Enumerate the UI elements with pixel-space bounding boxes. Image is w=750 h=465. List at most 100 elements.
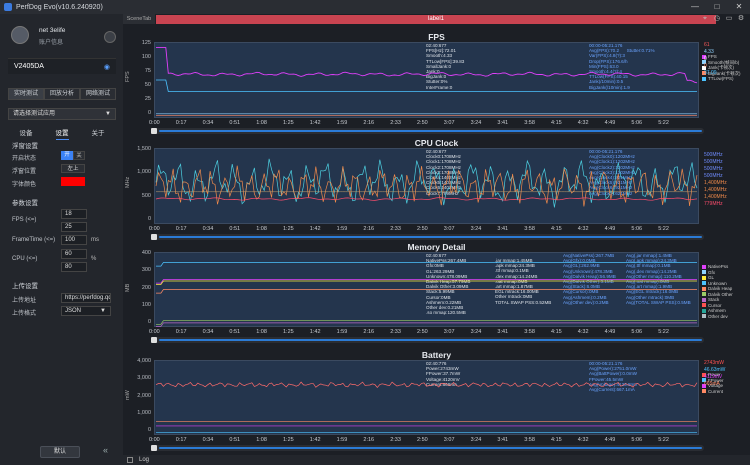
x-tick-label: 5:06 — [631, 437, 643, 443]
float-on-toggle[interactable]: 开 — [61, 151, 73, 160]
scroll-handle[interactable] — [151, 128, 157, 134]
x-tick-label: 0:17 — [175, 437, 187, 443]
window-icon[interactable]: ▭ — [725, 15, 733, 22]
scroll-handle[interactable] — [151, 445, 157, 451]
time-scrollbar[interactable] — [151, 337, 704, 343]
cpu-threshold-1[interactable]: 60 — [61, 249, 87, 259]
scroll-handle[interactable] — [151, 234, 157, 240]
x-tick-label: 3:41 — [497, 437, 509, 443]
location-icon[interactable]: ⌖ — [703, 15, 707, 22]
legend-label: Voltage — [708, 383, 724, 388]
x-tick-label: 1:42 — [309, 226, 321, 232]
legend-label: FPS — [708, 54, 717, 59]
window-title: PerfDog Evo(v10.6.240920) — [16, 3, 103, 11]
legend-item[interactable]: Unknown — [702, 281, 748, 287]
float-section-title: 浮窗设置 — [12, 143, 38, 150]
user-info[interactable]: net 3elife 账户信息 — [8, 20, 116, 50]
x-tick-label: 5:06 — [631, 329, 643, 335]
legend-item[interactable]: Ashmem — [702, 308, 748, 314]
scroll-handle[interactable] — [151, 337, 157, 343]
default-button[interactable]: 默认 — [40, 446, 80, 458]
sidebar: net 3elife 账户信息 V2405DA ◉ 实时测试 回放分析 网络测试… — [0, 14, 123, 465]
upload-addr-input[interactable]: https://perfdog.qq — [61, 293, 111, 303]
clock-icon[interactable]: ◷ — [713, 15, 721, 22]
tab-network-test[interactable]: 网络测试 — [80, 88, 116, 100]
legend-item[interactable]: Jank(卡顿次) — [702, 65, 748, 71]
plot-area[interactable] — [154, 360, 699, 435]
x-tick-label: 1:25 — [283, 437, 294, 443]
legend-item[interactable]: Cursor — [702, 303, 748, 309]
y-tick-label: 1,000 — [137, 409, 151, 416]
x-tick-label: 4:49 — [604, 329, 616, 335]
x-tick-label: 0:00 — [149, 226, 160, 232]
live-value: 500MHz — [704, 173, 723, 179]
app-select[interactable]: 请选择测试应用 ▼ — [8, 108, 116, 120]
legend-label: Smooth(帧间/b) — [708, 59, 740, 65]
log-toggle-icon[interactable] — [127, 457, 133, 463]
time-scrollbar[interactable] — [151, 128, 704, 134]
legend-item[interactable]: Dalvik Heap — [702, 286, 748, 292]
x-tick-label: 4:32 — [577, 329, 589, 335]
device-selector[interactable]: V2405DA ◉ — [8, 58, 116, 74]
x-tick-label: 5:22 — [658, 120, 669, 126]
tab-settings[interactable]: 设置 — [55, 128, 69, 140]
float-off-toggle[interactable]: 关 — [73, 151, 85, 160]
y-tick-label: 4,000 — [137, 358, 151, 364]
fps-threshold-2[interactable]: 25 — [61, 222, 87, 232]
double-chevron-left-icon[interactable]: « — [103, 445, 109, 455]
legend-item[interactable]: GL — [702, 275, 748, 281]
x-tick-label: 0:34 — [202, 329, 214, 335]
x-tick-label: 1:42 — [309, 120, 321, 126]
y-axis-label: MHz — [125, 176, 131, 188]
frametime-input[interactable]: 100 — [61, 235, 87, 245]
tab-realtime-test[interactable]: 实时测试 — [8, 88, 44, 100]
tab-device[interactable]: 设备 — [19, 130, 33, 137]
legend-item[interactable]: Stack — [702, 297, 748, 303]
close-button[interactable]: ✕ — [735, 2, 743, 11]
current-values-readout: 02:40:677 NativePss:267.4MB Gfx:0MB GL:2… — [426, 253, 471, 316]
upload-format-select[interactable]: JSON ▼ — [61, 306, 111, 316]
legend-item[interactable]: TTLow(FPS) — [702, 76, 748, 82]
x-tick-label: 3:24 — [470, 120, 482, 126]
average-values-readout-2: Avg(.jar mmap):1.4MB Avg(.apk mmap):24.3… — [626, 253, 691, 305]
cpu-threshold-2[interactable]: 80 — [61, 262, 87, 272]
legend-item[interactable]: NativePss — [702, 264, 748, 270]
x-tick-label: 3:07 — [443, 437, 455, 443]
legend-item[interactable]: Voltage — [702, 383, 748, 389]
legend-item[interactable]: Other dev — [702, 314, 748, 320]
legend-item[interactable]: Power — [702, 372, 748, 378]
legend-swatch — [702, 264, 706, 269]
tab-replay-analysis[interactable]: 回放分析 — [44, 88, 80, 100]
account-info-link[interactable]: 账户信息 — [39, 40, 64, 46]
legend-item[interactable]: FPower — [702, 378, 748, 384]
legend-item[interactable]: Gfx — [702, 270, 748, 276]
cpu-unit: % — [91, 256, 97, 262]
average-values-readout: 00:00-05:21.176 Avg(FPS):70.2 Stutter:0.… — [589, 43, 655, 90]
scene-tab[interactable]: SceneTab — [123, 14, 155, 24]
legend-item[interactable]: Smooth(帧间/b) — [702, 60, 748, 66]
gear-icon[interactable] — [104, 31, 116, 43]
legend-item[interactable]: Current — [702, 389, 748, 395]
fps-threshold-1[interactable]: 18 — [61, 209, 87, 219]
legend-label: BigJank(卡顿次) — [708, 70, 741, 76]
legend-item[interactable]: BigJank(卡顿次) — [702, 71, 748, 77]
settings-icon[interactable]: ⚙ — [737, 15, 745, 22]
log-bar[interactable]: Log — [123, 455, 750, 465]
maximize-button[interactable]: □ — [714, 2, 720, 11]
y-tick-label: 75 — [144, 68, 151, 74]
minimize-button[interactable]: — — [691, 2, 699, 11]
fps-label: FPS (<=) — [12, 217, 37, 223]
time-scrollbar[interactable] — [151, 234, 704, 240]
legend-item[interactable]: Dalvik Other — [702, 292, 748, 298]
legend-item[interactable]: FPS — [702, 54, 748, 60]
font-color-swatch[interactable] — [61, 177, 85, 186]
float-pos-select[interactable]: 左上 — [61, 164, 85, 173]
tab-about[interactable]: 关于 — [91, 130, 105, 137]
frametime-label: FrameTime (<=) — [12, 237, 56, 243]
time-scrollbar[interactable] — [151, 445, 704, 451]
label-bar[interactable]: label1 — [156, 15, 716, 24]
x-tick-label: 0:17 — [175, 226, 187, 232]
device-name: V2405DA — [14, 63, 44, 70]
x-tick-label: 2:16 — [363, 226, 375, 232]
avatar[interactable] — [11, 26, 29, 44]
